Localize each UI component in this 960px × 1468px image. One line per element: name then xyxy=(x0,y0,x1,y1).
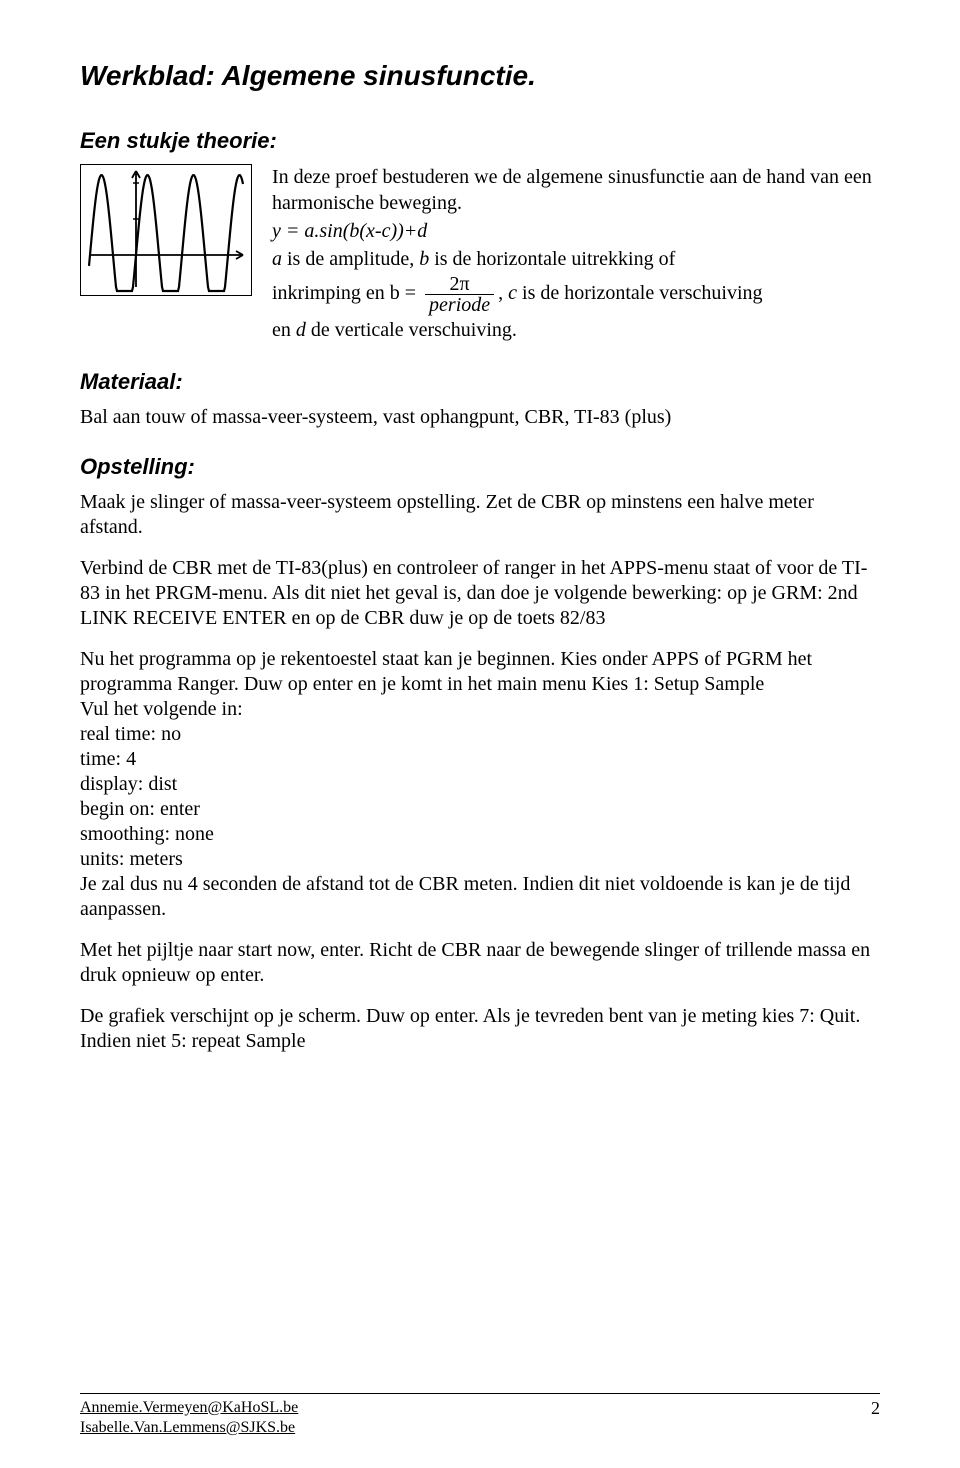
settings-l4: begin on: enter xyxy=(80,797,880,822)
footer-email-2: Isabelle.Van.Lemmens@SJKS.be xyxy=(80,1418,298,1438)
theory-line1: In deze proef bestuderen we de algemene … xyxy=(272,164,880,216)
settings-l2: time: 4 xyxy=(80,747,880,772)
theory-line2: a is de amplitude, b is de horizontale u… xyxy=(272,246,880,272)
setup-p4: Je zal dus nu 4 seconden de afstand tot … xyxy=(80,872,880,922)
settings-l3: display: dist xyxy=(80,772,880,797)
sine-thumbnail xyxy=(80,164,252,296)
theory-text: In deze proef bestuderen we de algemene … xyxy=(272,164,880,345)
page-footer: Annemie.Vermeyen@KaHoSL.be Isabelle.Van.… xyxy=(80,1393,880,1438)
page-title: Werkblad: Algemene sinusfunctie. xyxy=(80,60,880,92)
setup-p5: Met het pijltje naar start now, enter. R… xyxy=(80,938,880,988)
material-text: Bal aan touw of massa-veer-systeem, vast… xyxy=(80,405,880,430)
theory-equation: y = a.sin(b(x-c))+d xyxy=(272,218,880,244)
settings-l1: real time: no xyxy=(80,722,880,747)
settings-l5: smoothing: none xyxy=(80,822,880,847)
theory-line3: inkrimping en b = 2πperiode, c is de hor… xyxy=(272,274,880,315)
section-heading-theory: Een stukje theorie: xyxy=(80,128,880,154)
settings-l6: units: meters xyxy=(80,847,880,872)
sine-wave-icon xyxy=(81,165,251,295)
page-number: 2 xyxy=(871,1398,880,1419)
settings-intro: Vul het volgende in: xyxy=(80,697,880,722)
fraction: 2πperiode xyxy=(425,274,494,315)
section-heading-setup: Opstelling: xyxy=(80,454,880,480)
setup-p1: Maak je slinger of massa-veer-systeem op… xyxy=(80,490,880,540)
setup-p7: Indien niet 5: repeat Sample xyxy=(80,1029,880,1054)
setup-p2: Verbind de CBR met de TI-83(plus) en con… xyxy=(80,556,880,631)
theory-line4: en d de verticale verschuiving. xyxy=(272,317,880,343)
section-heading-material: Materiaal: xyxy=(80,369,880,395)
setup-p3: Nu het programma op je rekentoestel staa… xyxy=(80,647,880,697)
setup-p6: De grafiek verschijnt op je scherm. Duw … xyxy=(80,1004,880,1029)
footer-email-1: Annemie.Vermeyen@KaHoSL.be xyxy=(80,1398,298,1418)
